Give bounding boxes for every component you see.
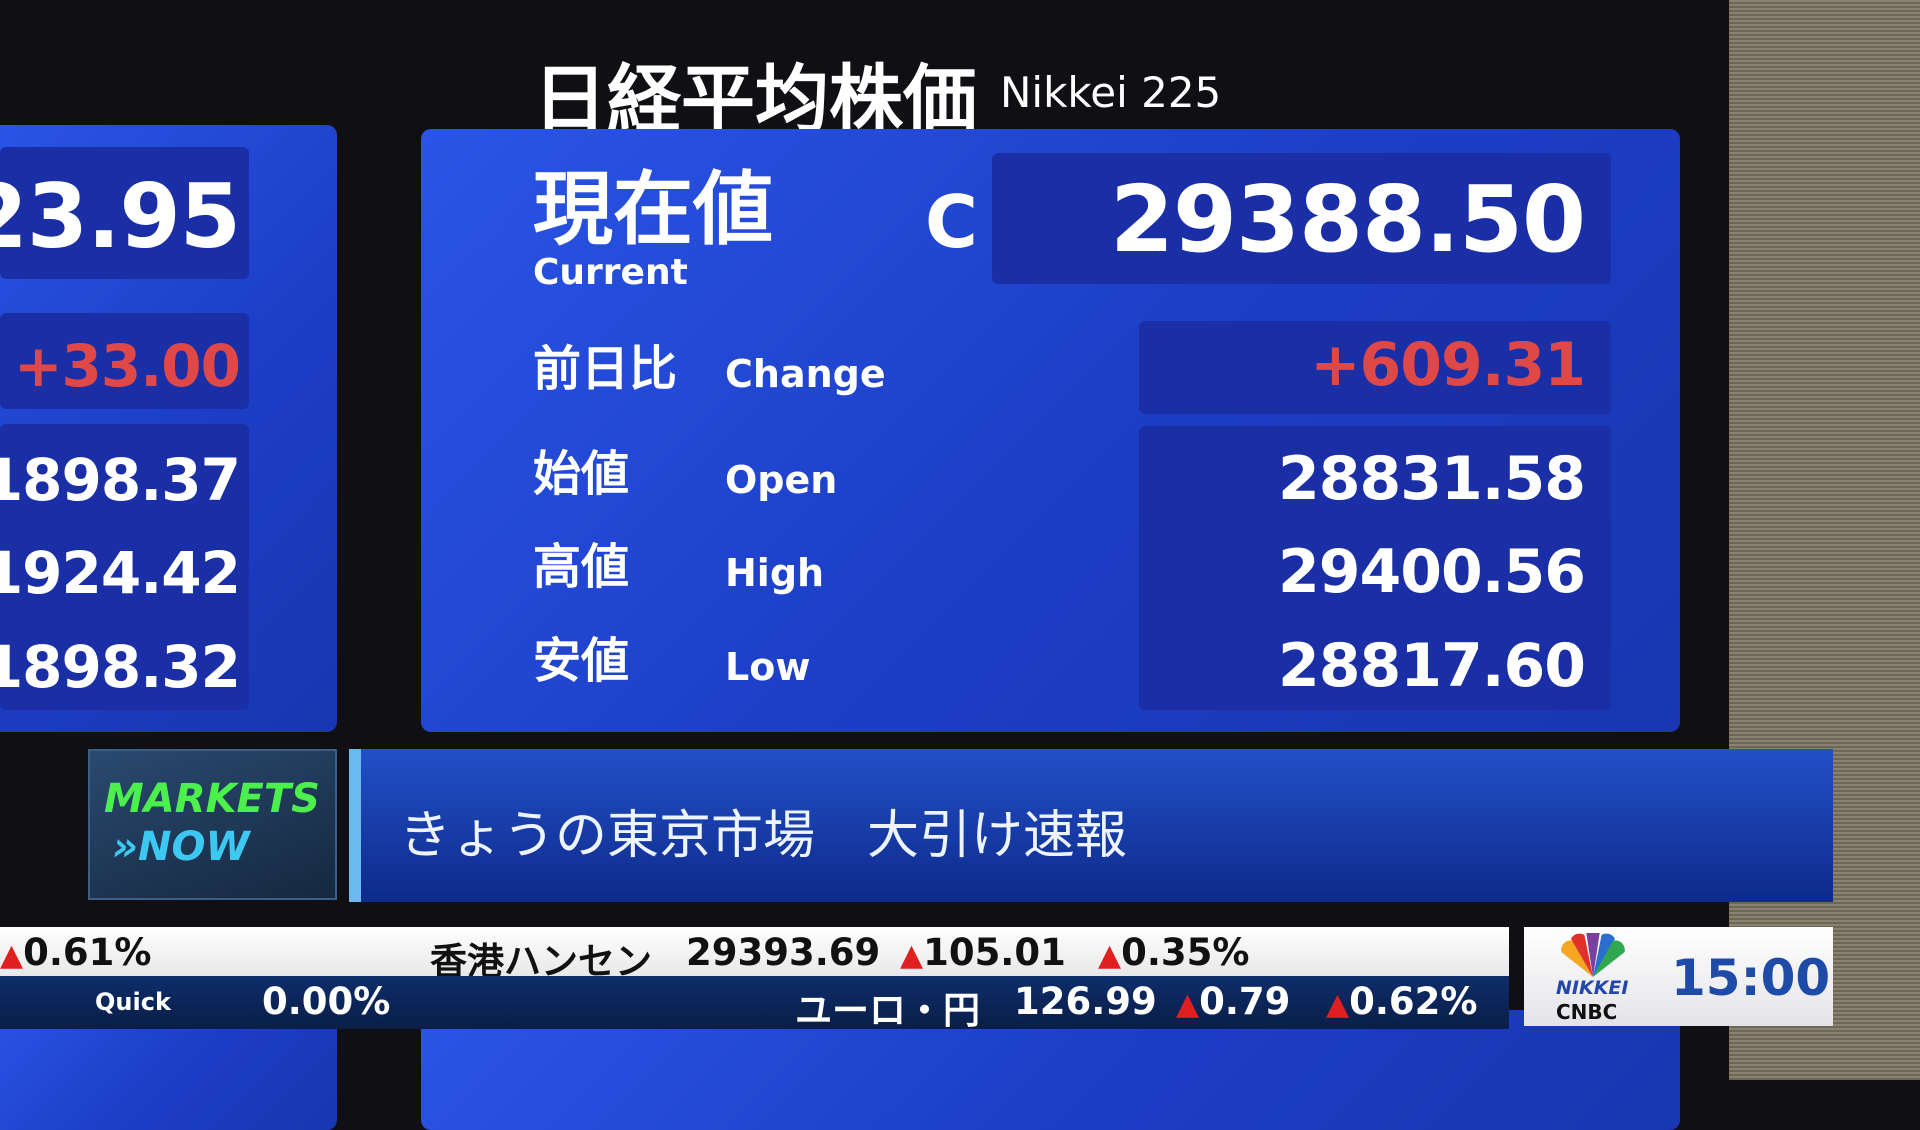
left-low-value: 1898.32 [0,633,241,701]
headline-banner: きょうの東京市場 大引け速報 [349,749,1833,902]
ticker-top-row: ▲0.61% 香港ハンセン 29393.69 ▲105.01 ▲0.35% [0,927,1509,983]
channel-logo-top: NIKKEI [1556,977,1629,999]
left-change-value: +33.00 [13,332,241,400]
nikkei-quote-panel [421,129,1680,732]
markets-now-logo: MARKETS »NOW [88,749,337,900]
change-value: +609.31 [1310,330,1586,400]
up-triangle-icon: ▲ [900,938,924,973]
ticker-pct: ▲0.35% [1098,931,1250,974]
up-triangle-icon: ▲ [1098,938,1122,973]
left-current-value: 23.95 [0,165,241,268]
ticker-left-pct: ▲0.61% [0,931,152,974]
change-label-jp: 前日比 [533,341,678,397]
ticker-value: 126.99 [1014,980,1157,1023]
channel-logo-bottom: CNBC [1556,1000,1618,1024]
up-triangle-icon: ▲ [1176,987,1200,1022]
low-value: 28817.60 [1277,631,1586,701]
up-triangle-icon: ▲ [0,938,24,973]
broadcast-time: 15:00 [1671,949,1831,1007]
quick-logo: Quick [95,988,171,1016]
current-label-jp: 現在値 [533,163,773,256]
left-ohl-box [0,424,249,710]
left-open-value: 1898.37 [0,446,241,514]
logo-line-1: MARKETS [104,776,320,822]
page-subtitle: Nikkei 225 [1000,68,1222,117]
change-value-box [1139,321,1611,414]
ticker-pct: ▲0.62% [1326,980,1478,1023]
open-label-en: Open [725,458,838,502]
current-label-en: Current [533,252,688,293]
high-value: 29400.56 [1277,537,1586,607]
low-label-en: Low [725,645,811,689]
ticker-name: 香港ハンセン [430,940,652,983]
headline-text: きょうの東京市場 大引け速報 [399,806,1128,866]
left-quote-panel [0,125,337,732]
current-value-box [992,153,1611,284]
ticker-name: ユーロ・円 [795,989,980,1032]
ticker-bottom-row: Quick 0.00% ユーロ・円 126.99 ▲0.79 ▲0.62% [0,976,1509,1032]
ticker-value: 29393.69 [686,931,881,974]
left-high-value: 1924.42 [0,539,241,607]
left-change-box [0,313,249,409]
peacock-logo-icon [1561,933,1625,977]
high-label-jp: 高値 [533,539,630,595]
open-value: 28831.58 [1277,444,1586,514]
channel-clock-box: NIKKEI CNBC 15:00 [1524,927,1833,1026]
ohl-value-box [1139,426,1611,710]
left-current-box [0,147,249,279]
low-label-jp: 安値 [533,633,630,689]
open-label-jp: 始値 [533,446,630,502]
logo-line-2: »NOW [112,824,250,870]
current-value: 29388.50 [1109,166,1586,273]
background-wall [1729,0,1920,1080]
high-label-en: High [725,551,825,595]
closing-flag: C [925,180,978,264]
ticker-left-pct: 0.00% [262,980,391,1023]
page-title: 日経平均株価 [533,57,977,143]
ticker-change: ▲105.01 [900,931,1066,974]
up-triangle-icon: ▲ [1326,987,1350,1022]
change-label-en: Change [725,352,886,396]
ticker-change: ▲0.79 [1176,980,1291,1023]
